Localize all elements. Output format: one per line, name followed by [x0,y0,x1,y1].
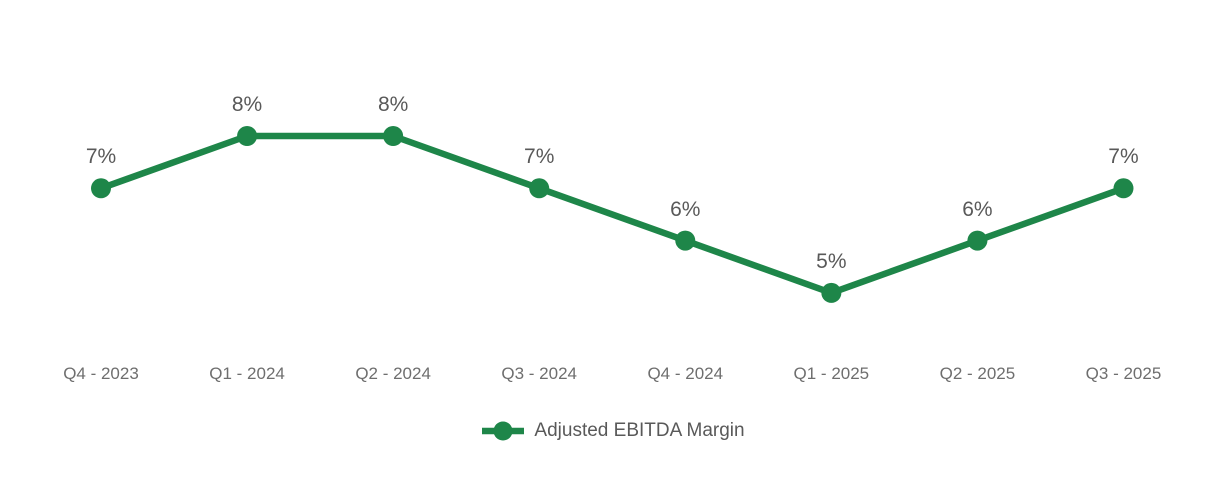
data-label: 8% [377,93,409,116]
data-label: 7% [85,145,117,169]
x-axis-label: Q4 - 2023 [63,364,139,383]
data-point-marker [237,126,258,146]
data-label: 7% [1108,145,1139,169]
x-axis-label: Q1 - 2024 [209,364,285,383]
x-axis-label: Q3 - 2025 [1085,364,1162,383]
data-label: 5% [816,249,847,273]
legend-line-marker-icon [482,421,525,441]
data-label: 7% [524,145,555,169]
data-point-marker [1113,178,1134,199]
series-line [99,132,1125,297]
data-point-marker [675,230,696,251]
legend-label: Adjusted EBITDA Margin [534,420,745,441]
data-point-marker [967,230,988,251]
data-point-marker [91,178,111,199]
x-axis-label: Q2 - 2025 [939,364,1016,383]
legend: Adjusted EBITDA Margin [0,419,1226,443]
data-label: 6% [962,197,993,221]
data-point-marker [821,282,842,303]
data-label: 6% [670,197,701,221]
x-axis-label: Q1 - 2025 [793,364,870,383]
x-axis-label: Q2 - 2024 [355,364,431,383]
data-point-marker [383,126,404,146]
x-axis-label: Q4 - 2024 [647,364,724,383]
data-point-marker [529,178,550,199]
x-axis-label: Q3 - 2024 [501,364,577,383]
data-label: 8% [231,93,263,116]
